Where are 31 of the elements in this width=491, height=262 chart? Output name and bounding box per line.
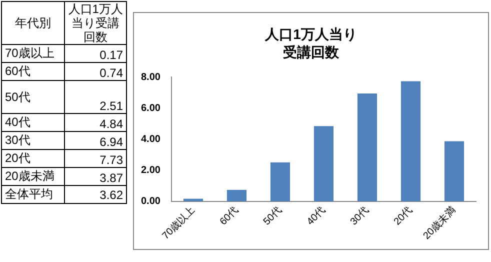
category-label: 40代 [5,115,30,129]
category-label: 20代 [5,151,30,165]
category-label: 50代 [5,90,30,104]
x-tick-label: 30代 [348,204,372,228]
y-tick-label: 4.00 [140,134,161,145]
category-label: 60代 [5,64,30,78]
x-tick-label: 60代 [218,204,241,228]
x-tick-label: 20歳未満 [420,204,458,242]
text: 3.87 [64,168,126,186]
x-tick-label: 20代 [392,204,415,228]
text: 0.17 [64,44,126,62]
y-tick-label: 0.00 [140,196,161,208]
category-label: 70歳以上 [5,46,54,60]
text: 全体平均 [2,186,65,204]
y-tick-label: 6.00 [140,102,161,114]
text: 0.74 [64,62,126,80]
text: 7.73 [64,150,126,168]
y-tick-label: 8.00 [140,72,161,83]
text: 人口1万人当り受講回数 [64,2,126,44]
x-tick-label: 70歳以上 [160,204,198,242]
category-label: 30代 [5,133,30,147]
text: 年代別 [2,2,65,44]
x-tick-label: 50代 [262,204,284,228]
text: 4.84 [64,114,126,132]
x-tick-label: 40代 [305,204,328,228]
text: 3.62 [64,186,126,204]
category-label: 20歳未満 [5,169,54,183]
chart-title: 人口1万人当り受講回数 [264,25,358,61]
text: 6.94 [64,132,126,150]
y-tick-label: 2.00 [140,165,161,176]
text: 2.51 [64,80,126,114]
